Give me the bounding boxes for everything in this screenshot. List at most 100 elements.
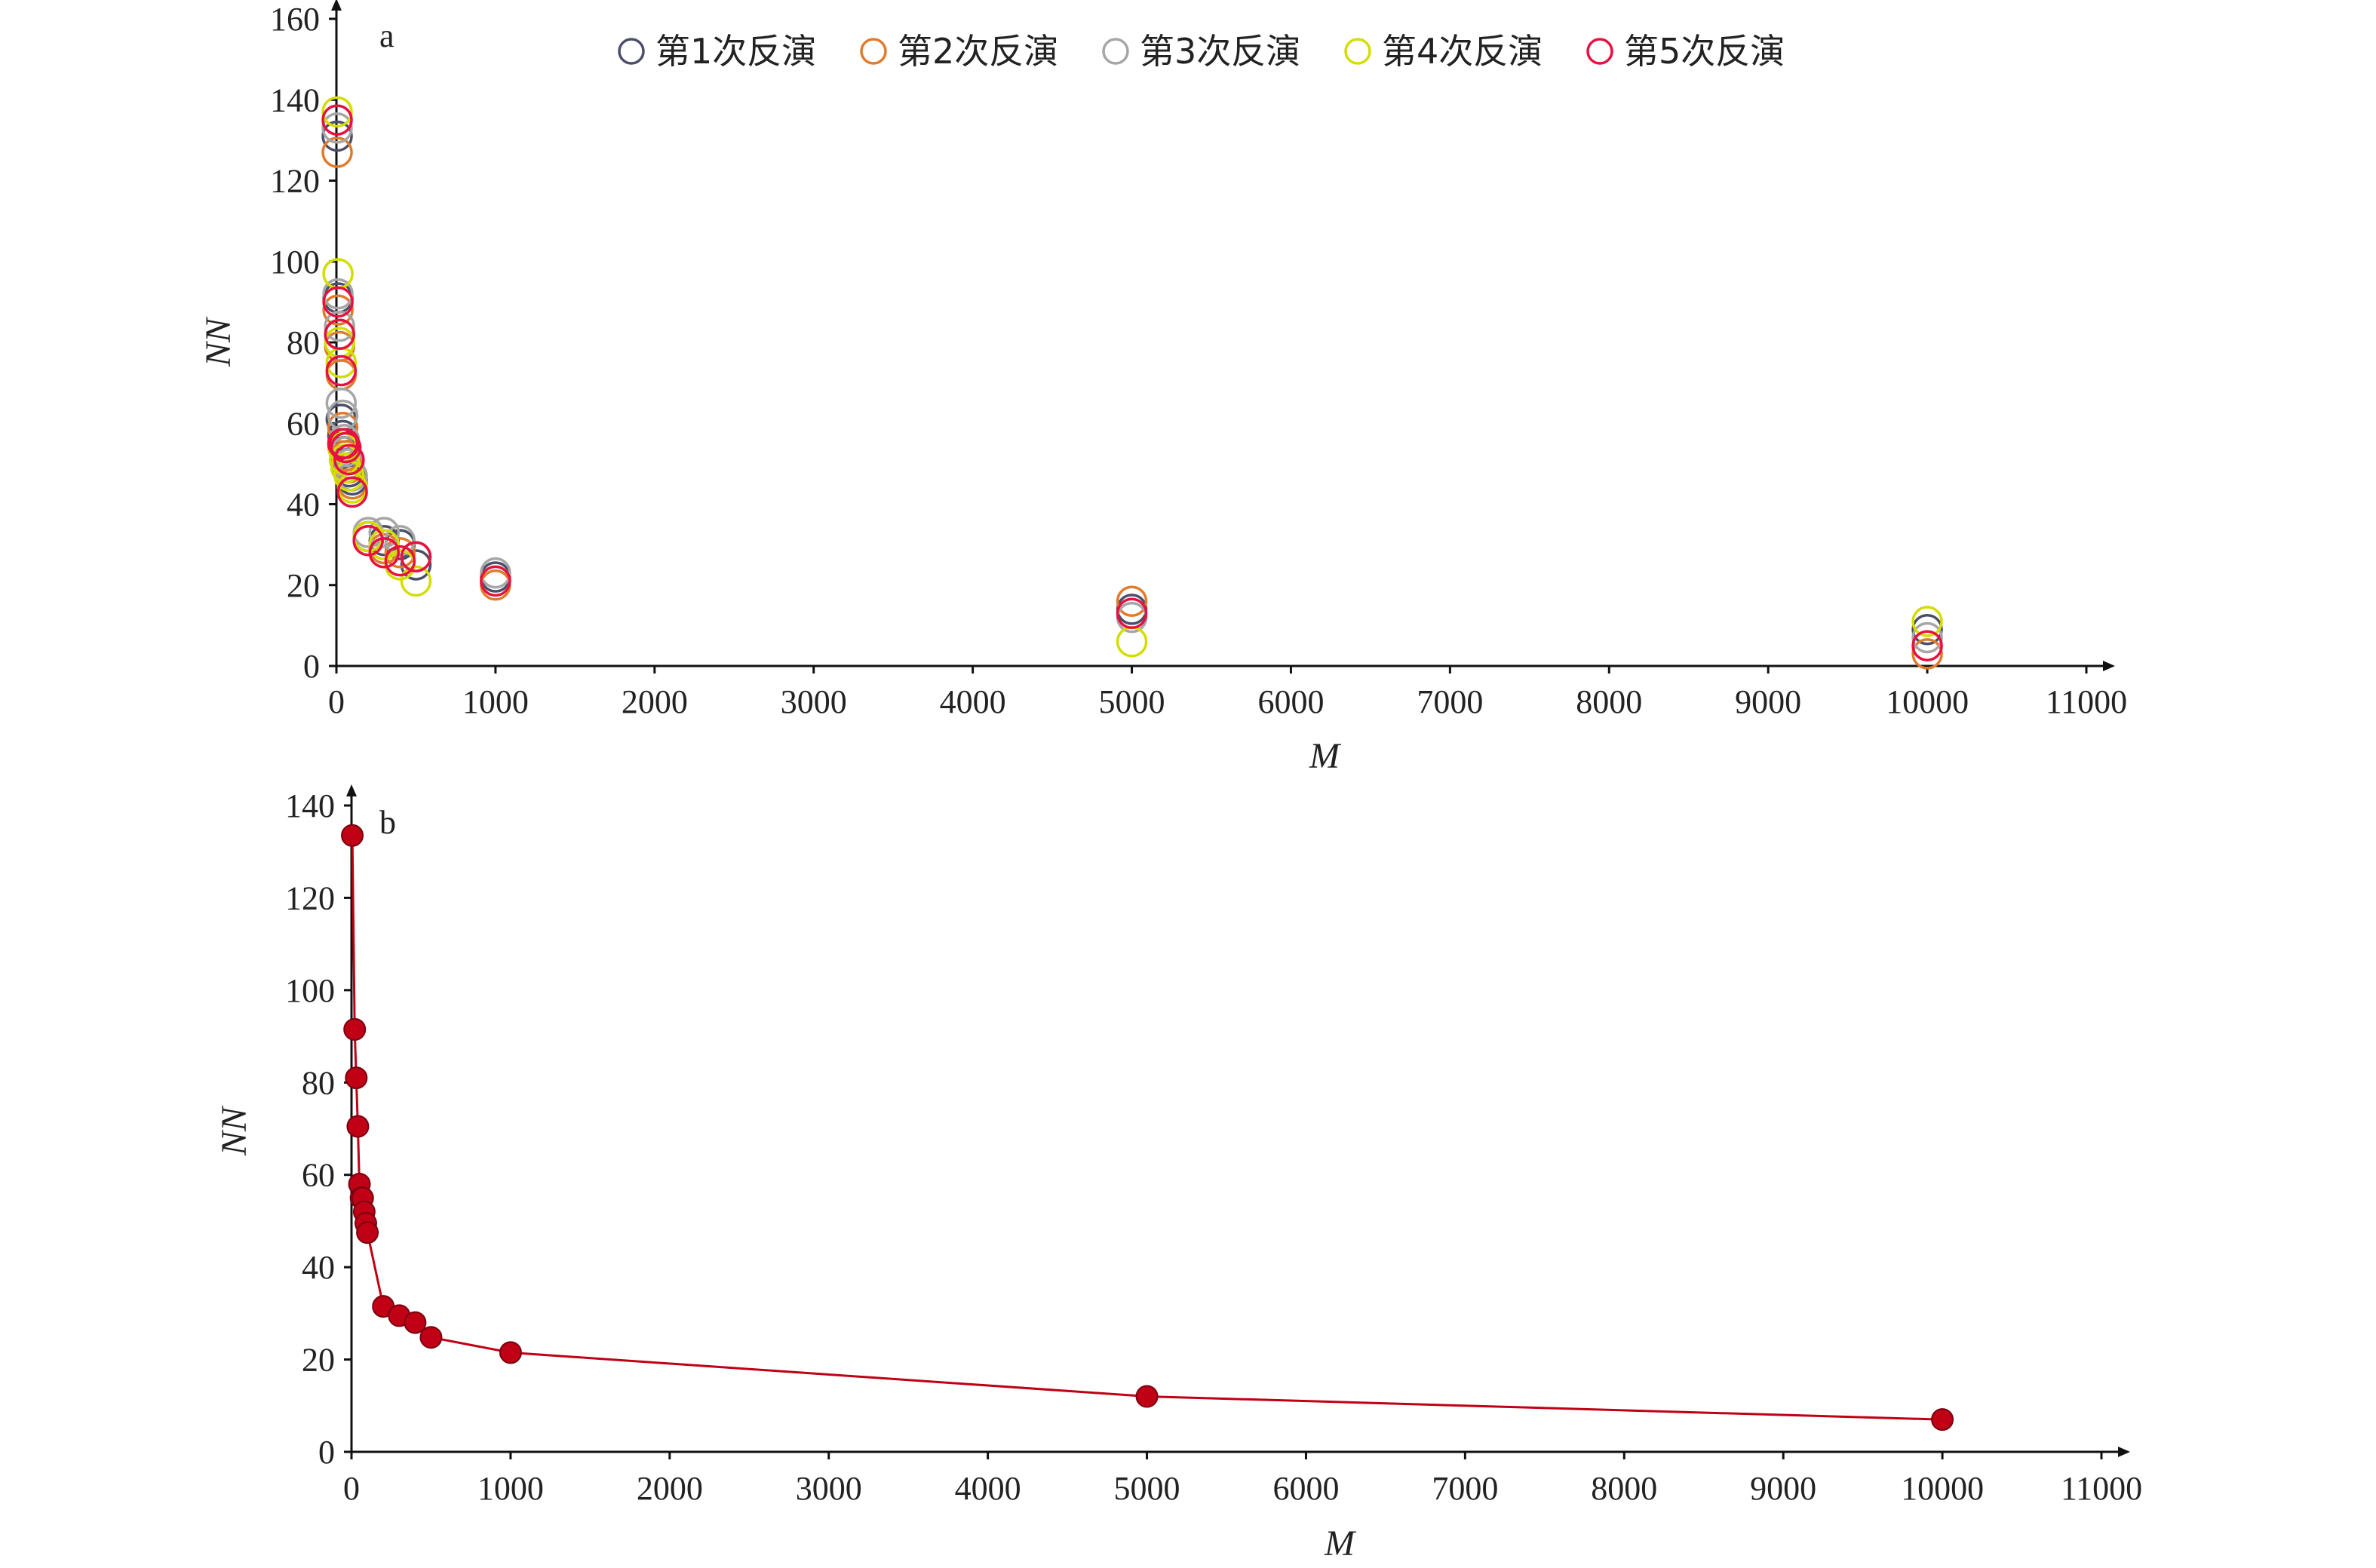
line-point: [1135, 1385, 1159, 1408]
y-tick-label: 0: [318, 1434, 335, 1471]
scatter-point: [322, 286, 354, 318]
legend-marker: [618, 38, 645, 65]
series-group: [321, 96, 1943, 658]
line-point: [345, 1066, 368, 1090]
line-point: [404, 1311, 427, 1334]
series-group: [321, 137, 1943, 670]
x-axis-title: M: [1309, 736, 1342, 776]
y-tick-label: 140: [270, 81, 320, 118]
x-tick-label: 2000: [622, 683, 688, 720]
scatter-point: [368, 517, 401, 548]
x-tick-label: 11000: [2061, 1470, 2142, 1507]
x-tick-label: 0: [343, 1470, 360, 1507]
x-tick-label: 0: [328, 683, 345, 720]
legend-marker: [860, 38, 887, 65]
x-tick-label: 7000: [1417, 683, 1483, 720]
legend-label: 第3次反演: [1140, 31, 1300, 72]
scatter-point: [321, 112, 353, 144]
scatter-point: [384, 525, 416, 557]
scatter-point: [1116, 597, 1148, 630]
y-tick-label: 80: [287, 324, 320, 361]
y-tick-label: 60: [287, 405, 320, 442]
scatter-point: [400, 549, 432, 581]
y-tick-label: 40: [302, 1249, 335, 1286]
line-point: [499, 1341, 522, 1364]
scatter-point: [321, 137, 353, 168]
scatter-point: [1911, 630, 1943, 661]
scatter-point: [325, 347, 358, 379]
scatter-point: [336, 476, 368, 508]
y-tick-label: 100: [270, 244, 320, 281]
x-tick-label: 3000: [796, 1470, 862, 1507]
scatter-point: [480, 565, 511, 597]
x-tick-label: 8000: [1576, 683, 1642, 720]
y-tick-label: 40: [287, 486, 320, 523]
x-tick-label: 9000: [1735, 683, 1801, 720]
line-point: [419, 1326, 443, 1349]
y-axis-title: NN: [198, 316, 238, 367]
y-tick-label: 20: [287, 567, 320, 604]
scatter-point: [1116, 585, 1148, 617]
legend-marker: [1102, 38, 1129, 65]
line-point: [356, 1221, 379, 1244]
x-tick-label: 1000: [477, 1470, 544, 1507]
x-tick-label: 7000: [1432, 1470, 1498, 1507]
x-axis-arrow: [2118, 1447, 2130, 1457]
scatter-point: [384, 545, 416, 577]
panel-label: a: [379, 17, 394, 54]
scatter-point: [400, 541, 432, 572]
y-tick-label: 120: [270, 163, 320, 200]
scatter-point: [324, 318, 355, 351]
x-tick-label: 10000: [1901, 1470, 1984, 1507]
scatter-point: [321, 96, 353, 128]
x-tick-label: 8000: [1591, 1470, 1657, 1507]
series-group: [321, 112, 1943, 654]
x-tick-label: 4000: [940, 683, 1006, 720]
x-tick-label: 11000: [2046, 683, 2127, 720]
line-point: [343, 1017, 367, 1041]
x-tick-label: 3000: [781, 683, 847, 720]
scatter-point: [321, 120, 353, 152]
legend-label: 第1次反演: [655, 31, 816, 72]
series-group: [321, 104, 1943, 661]
scatter-point: [1911, 606, 1943, 637]
scatter-point: [1911, 613, 1943, 646]
x-tick-label: 5000: [1099, 683, 1165, 720]
legend: 第1次反演 第2次反演 第3次反演 第4次反演 第5次反演: [618, 31, 1785, 72]
scatter-point: [384, 537, 416, 569]
series-group: [321, 120, 1943, 646]
x-tick-label: 2000: [637, 1470, 703, 1507]
scatter-point: [322, 278, 354, 310]
panel-b: 0 1000 2000 3000 4000 5000 6000 7000 8000 9000 100…: [214, 784, 2142, 1563]
y-tick-label: 160: [270, 1, 320, 38]
y-tick-label: 80: [302, 1064, 335, 1101]
scatter-point: [325, 354, 358, 387]
series-line: [351, 835, 1943, 1421]
y-axis-arrow: [346, 784, 357, 796]
scatter-point: [324, 310, 355, 342]
y-tick-label: 20: [302, 1342, 335, 1379]
x-tick-label: 10000: [1886, 683, 1969, 720]
y-tick-label: 0: [303, 648, 320, 685]
x-tick-label: 5000: [1114, 1470, 1180, 1507]
scatter-point: [1911, 638, 1943, 670]
scatter-point: [368, 529, 401, 560]
legend-marker: [1344, 38, 1371, 65]
y-tick-label: 60: [302, 1157, 335, 1194]
x-tick-label: 6000: [1257, 683, 1324, 720]
scatter-point: [321, 104, 353, 136]
scatter-point: [330, 431, 362, 464]
x-axis-arrow: [2103, 661, 2115, 671]
legend-label: 第2次反演: [898, 31, 1058, 72]
y-tick-label: 140: [285, 787, 335, 824]
x-axis-title: M: [1324, 1524, 1357, 1563]
scatter-point: [352, 525, 384, 557]
x-tick-label: 9000: [1750, 1470, 1816, 1507]
x-tick-label: 1000: [462, 683, 529, 720]
scatter-point: [325, 387, 358, 419]
scatter-point: [1911, 621, 1943, 654]
y-axis-title: NN: [214, 1105, 254, 1156]
line-point: [346, 1115, 370, 1138]
scatter-point: [480, 557, 511, 589]
